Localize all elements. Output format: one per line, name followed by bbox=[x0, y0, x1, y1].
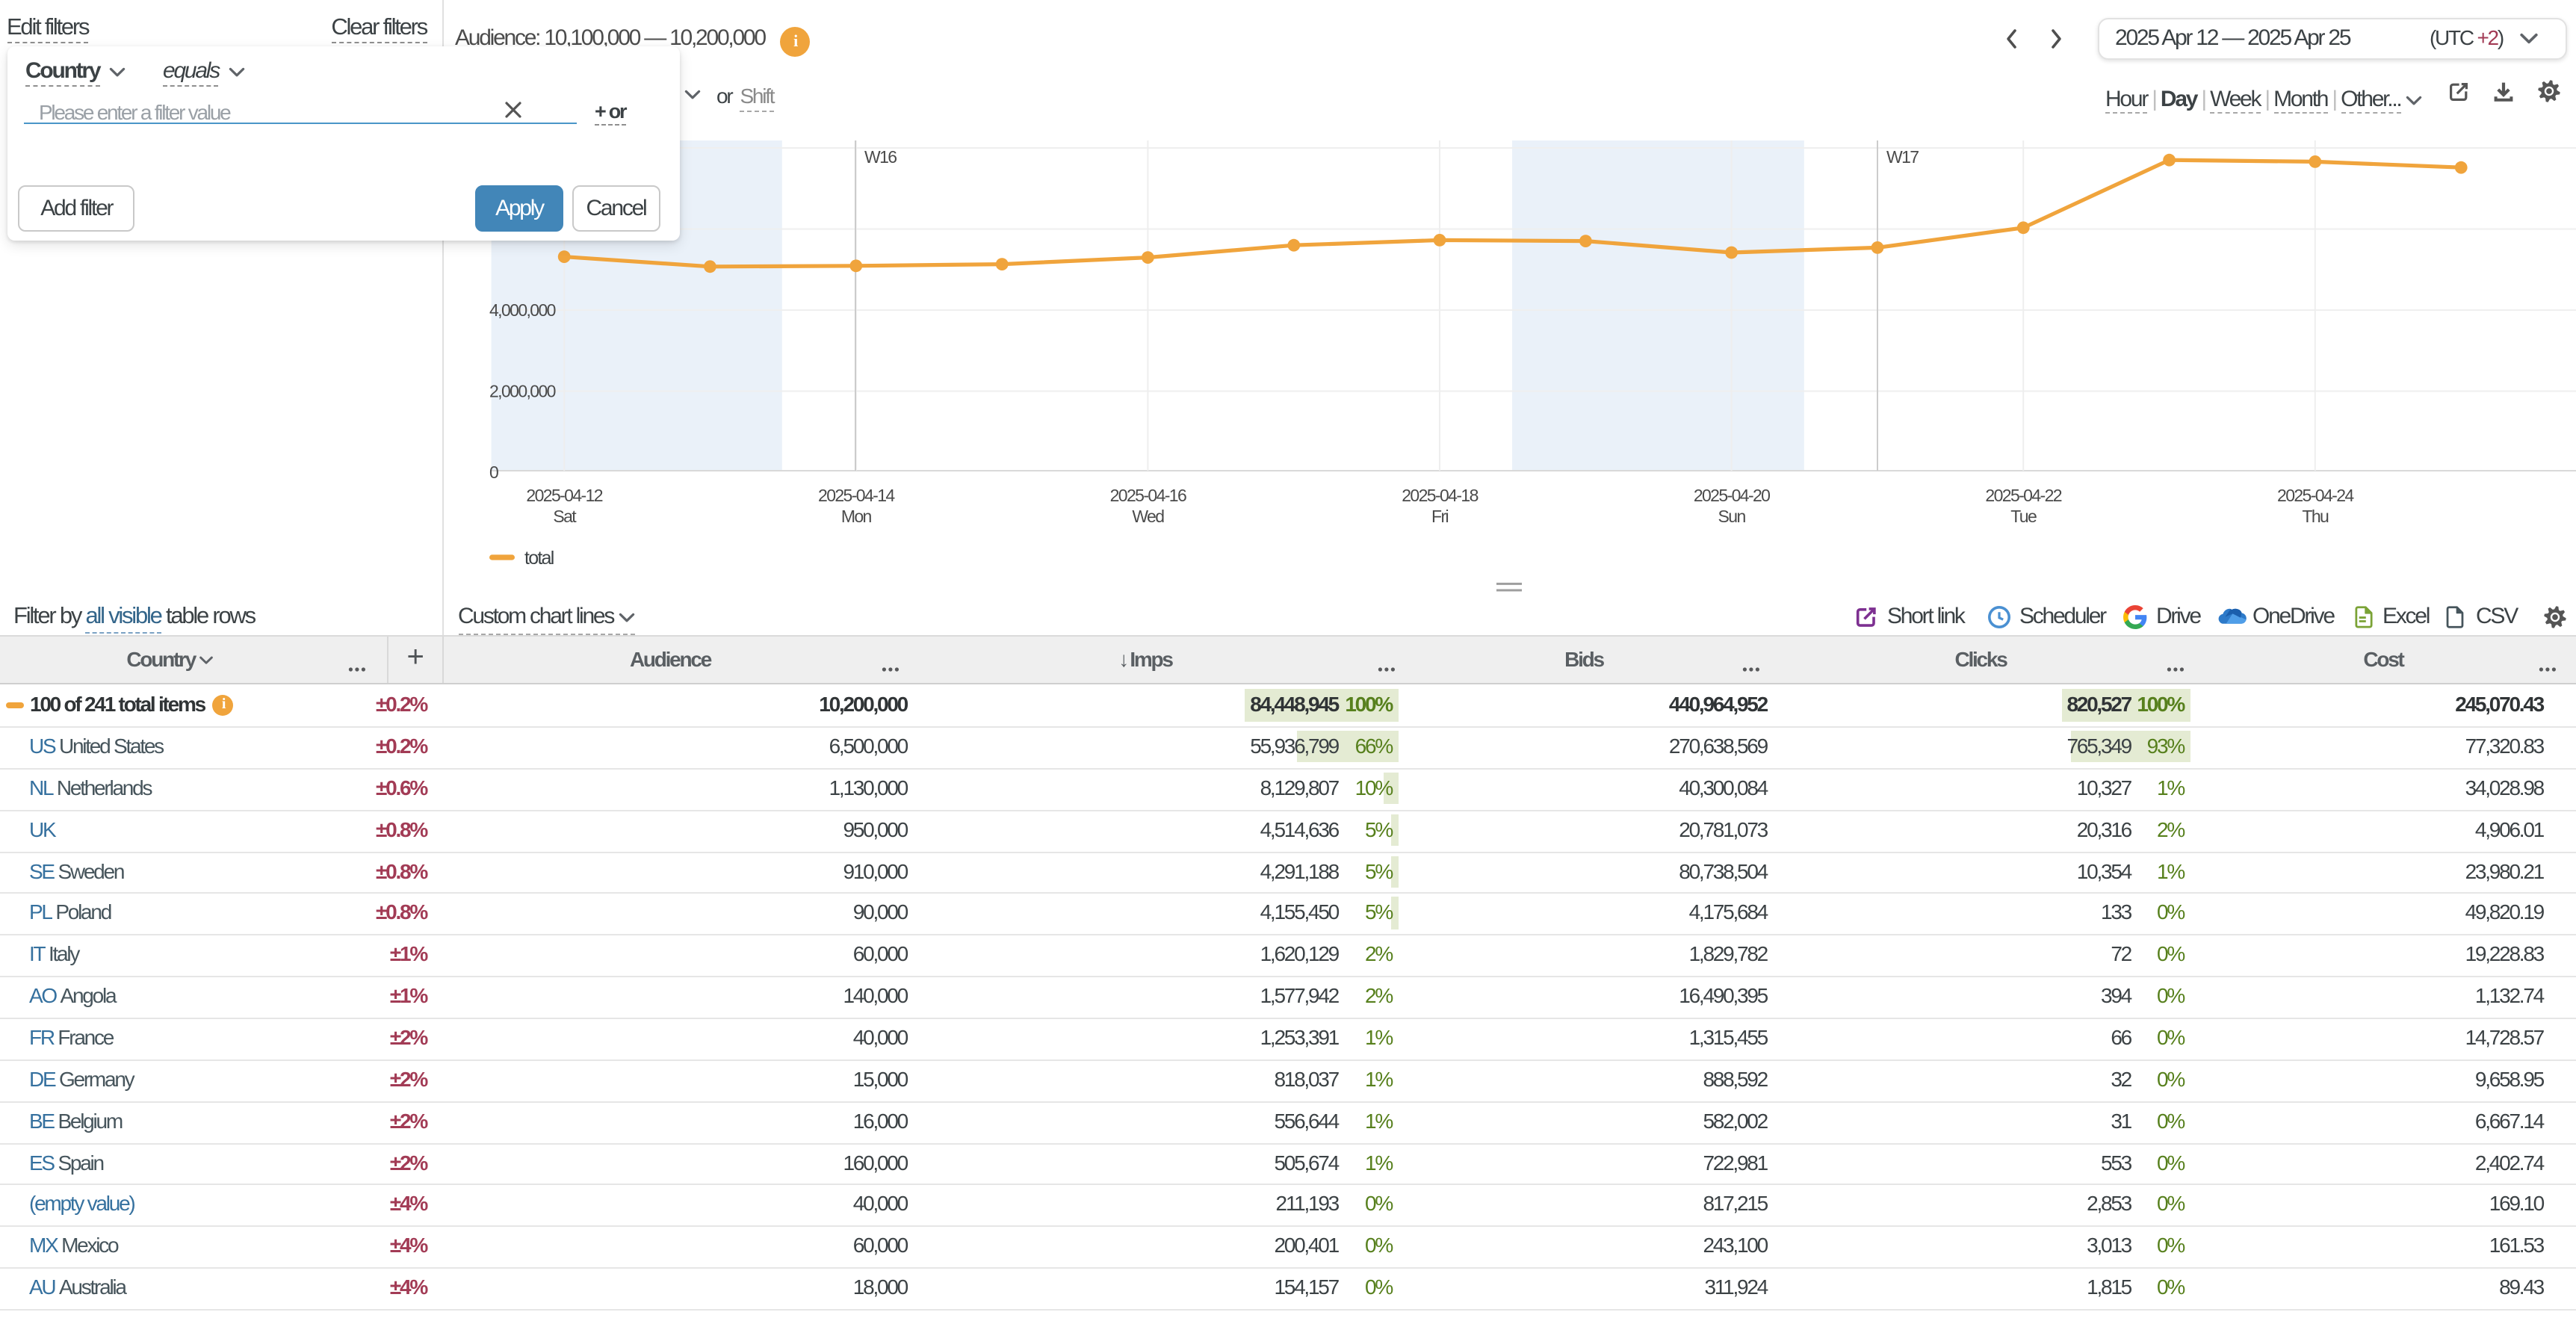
svg-text:Tue: Tue bbox=[2010, 507, 2037, 526]
svg-text:Thu: Thu bbox=[2302, 507, 2329, 526]
svg-text:2,000,000: 2,000,000 bbox=[489, 382, 556, 401]
svg-text:W16: W16 bbox=[864, 147, 897, 167]
svg-text:0: 0 bbox=[489, 462, 498, 482]
svg-text:total: total bbox=[524, 548, 554, 569]
svg-text:2025-04-12: 2025-04-12 bbox=[526, 486, 602, 505]
svg-text:2025-04-16: 2025-04-16 bbox=[1110, 486, 1186, 505]
svg-text:2025-04-20: 2025-04-20 bbox=[1694, 486, 1770, 505]
svg-text:2025-04-18: 2025-04-18 bbox=[1402, 486, 1478, 505]
svg-text:Mon: Mon bbox=[841, 507, 872, 526]
svg-text:W17: W17 bbox=[1886, 147, 1919, 167]
svg-text:Sat: Sat bbox=[553, 507, 577, 526]
svg-text:2025-04-24: 2025-04-24 bbox=[2277, 486, 2354, 505]
svg-text:Sun: Sun bbox=[1718, 507, 1746, 526]
svg-text:Fri: Fri bbox=[1431, 507, 1448, 526]
svg-text:4,000,000: 4,000,000 bbox=[489, 300, 556, 320]
svg-text:2025-04-14: 2025-04-14 bbox=[818, 486, 895, 505]
svg-text:2025-04-22: 2025-04-22 bbox=[1985, 486, 2061, 505]
svg-text:Wed: Wed bbox=[1132, 507, 1164, 526]
